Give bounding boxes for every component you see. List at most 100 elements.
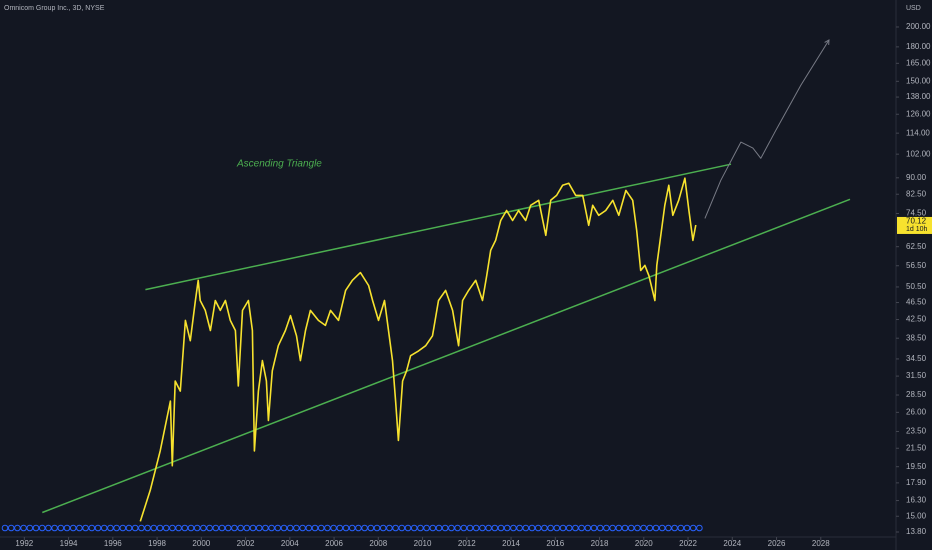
event-icon	[138, 524, 145, 532]
event-icon	[262, 524, 269, 532]
projection-path	[704, 39, 830, 219]
event-icon	[1, 524, 9, 532]
y-tick-label: 42.50	[906, 315, 927, 324]
trendline	[145, 163, 732, 291]
event-icon	[689, 524, 697, 532]
event-icon	[206, 524, 213, 532]
event-row	[1, 524, 703, 532]
event-icon	[286, 524, 294, 532]
event-icon	[640, 524, 647, 532]
trendline	[42, 198, 851, 514]
x-tick-label: 1994	[60, 539, 78, 548]
y-tick-label: 46.50	[906, 298, 927, 307]
event-icon	[342, 524, 350, 532]
event-icon	[94, 524, 102, 532]
event-icon	[603, 524, 610, 532]
y-tick-label: 17.90	[906, 478, 927, 487]
event-icon	[454, 524, 461, 532]
event-icon	[367, 524, 375, 532]
event-icon	[553, 524, 561, 532]
event-icon	[243, 524, 251, 532]
event-icon	[516, 524, 523, 532]
y-tick-label: 38.50	[906, 333, 927, 342]
event-icon	[429, 524, 437, 532]
y-tick-label: 82.50	[906, 189, 927, 198]
x-tick-label: 1996	[104, 539, 122, 548]
event-icon	[392, 524, 399, 532]
y-tick-label: 62.50	[906, 242, 927, 251]
y-tick-label: 180.00	[906, 42, 931, 51]
event-icon	[460, 524, 468, 532]
event-icon	[38, 524, 46, 532]
event-icon	[466, 524, 474, 532]
event-icon	[541, 524, 548, 532]
event-icon	[652, 524, 660, 532]
x-tick-label: 2018	[591, 539, 609, 548]
event-icon	[45, 524, 52, 532]
x-tick-label: 2000	[192, 539, 210, 548]
event-icon	[472, 524, 480, 532]
event-icon	[479, 524, 486, 532]
event-icon	[497, 524, 505, 532]
y-tick-label: 31.50	[906, 371, 927, 380]
event-icon	[88, 524, 96, 532]
event-icon	[404, 524, 412, 532]
event-icon	[503, 524, 511, 532]
event-icon	[113, 524, 120, 532]
x-tick-label: 1992	[15, 539, 33, 548]
event-icon	[280, 524, 288, 532]
event-icon	[658, 524, 666, 532]
event-icon	[578, 524, 585, 532]
x-tick-label: 2028	[812, 539, 830, 548]
event-icon	[293, 524, 300, 532]
event-icon	[534, 524, 542, 532]
y-tick-label: 21.50	[906, 443, 927, 452]
y-tick-label: 34.50	[906, 354, 927, 363]
event-icon	[181, 524, 189, 532]
event-icon	[528, 524, 536, 532]
annotation: Ascending Triangle	[236, 159, 322, 170]
event-icon	[144, 524, 151, 532]
x-tick-label: 2016	[546, 539, 564, 548]
y-tick-label: 102.00	[906, 149, 931, 158]
x-tick-label: 2002	[237, 539, 255, 548]
event-icon	[311, 524, 319, 532]
event-icon	[20, 524, 27, 532]
x-tick-label: 2004	[281, 539, 299, 548]
event-icon	[63, 524, 71, 532]
y-tick-label: 150.00	[906, 76, 931, 85]
event-icon	[224, 524, 232, 532]
event-icon	[231, 524, 238, 532]
x-tick-label: 2022	[679, 539, 697, 548]
y-tick-label: 114.00	[906, 128, 930, 137]
event-icon	[268, 524, 275, 532]
x-tick-label: 2012	[458, 539, 476, 548]
y-tick-label: 74.50	[906, 209, 927, 218]
x-tick-label: 2014	[502, 539, 520, 548]
y-tick-label: 28.50	[906, 390, 927, 399]
event-icon	[398, 524, 406, 532]
event-icon	[683, 524, 691, 532]
event-icon	[156, 524, 164, 532]
event-icon	[627, 524, 635, 532]
event-icon	[572, 524, 579, 532]
event-icon	[696, 524, 703, 532]
x-tick-label: 2010	[414, 539, 432, 548]
event-icon	[193, 524, 201, 532]
currency-label: USD	[906, 5, 921, 12]
event-icon	[119, 524, 127, 532]
event-icon	[324, 524, 331, 532]
price-line	[139, 177, 697, 522]
event-icon	[373, 524, 381, 532]
y-tick-label: 56.50	[906, 261, 927, 270]
event-icon	[305, 524, 313, 532]
event-icon	[57, 524, 65, 532]
event-icon	[200, 524, 207, 532]
y-tick-label: 200.00	[906, 22, 931, 31]
y-tick-label: 90.00	[906, 173, 927, 182]
event-icon	[317, 524, 325, 532]
event-icon	[69, 524, 77, 532]
event-icon	[522, 524, 530, 532]
event-icon	[485, 524, 492, 532]
